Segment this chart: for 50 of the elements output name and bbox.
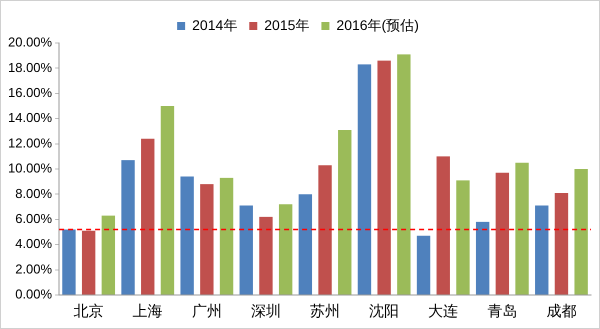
bar (220, 178, 234, 294)
x-tick-label: 苏州 (310, 303, 340, 320)
bar (298, 194, 312, 294)
bar (240, 206, 253, 294)
y-tick-label: 14.00% (8, 110, 53, 126)
bar (436, 156, 450, 294)
bar (397, 54, 411, 294)
y-tick-label: 6.00% (15, 210, 53, 226)
y-tick-label: 10.00% (8, 160, 53, 176)
bar (515, 162, 529, 294)
x-tick-label: 上海 (132, 303, 163, 320)
legend-label: 2015年 (264, 16, 310, 33)
y-tick-label: 2.00% (15, 261, 53, 276)
bar (416, 236, 430, 294)
bar (338, 130, 352, 294)
bar (358, 64, 372, 294)
bar (121, 160, 135, 294)
bar (278, 204, 292, 294)
bar (377, 60, 391, 294)
bar (102, 216, 116, 294)
bar (535, 206, 548, 294)
bar (82, 230, 96, 294)
bar (318, 165, 332, 294)
x-tick-label: 青岛 (487, 303, 518, 320)
bar (476, 222, 490, 294)
y-tick-label: 18.00% (8, 60, 53, 75)
legend-label: 2016年(预估) (336, 16, 419, 33)
bar (554, 192, 568, 294)
x-tick-label: 北京 (74, 303, 104, 320)
x-tick-label: 沈阳 (369, 303, 400, 320)
bar (180, 176, 194, 294)
bar (259, 216, 273, 294)
y-tick-label: 12.00% (8, 135, 53, 150)
bar (200, 184, 214, 294)
bar (141, 138, 154, 294)
bar (496, 172, 510, 294)
y-tick-label: 0.00% (15, 286, 53, 302)
bar (62, 229, 76, 294)
y-tick-label: 4.00% (15, 236, 53, 252)
y-tick-label: 16.00% (8, 84, 53, 100)
y-tick-label: 8.00% (15, 186, 53, 201)
legend-label: 2014年 (192, 16, 238, 33)
bar (160, 106, 174, 294)
y-tick-label: 20.00% (8, 34, 53, 50)
x-tick-label: 广州 (192, 303, 222, 320)
x-tick-label: 深圳 (250, 303, 281, 320)
x-tick-label: 成都 (546, 303, 576, 320)
x-tick-label: 大连 (428, 303, 458, 320)
bar (456, 180, 470, 294)
bar (574, 169, 588, 294)
